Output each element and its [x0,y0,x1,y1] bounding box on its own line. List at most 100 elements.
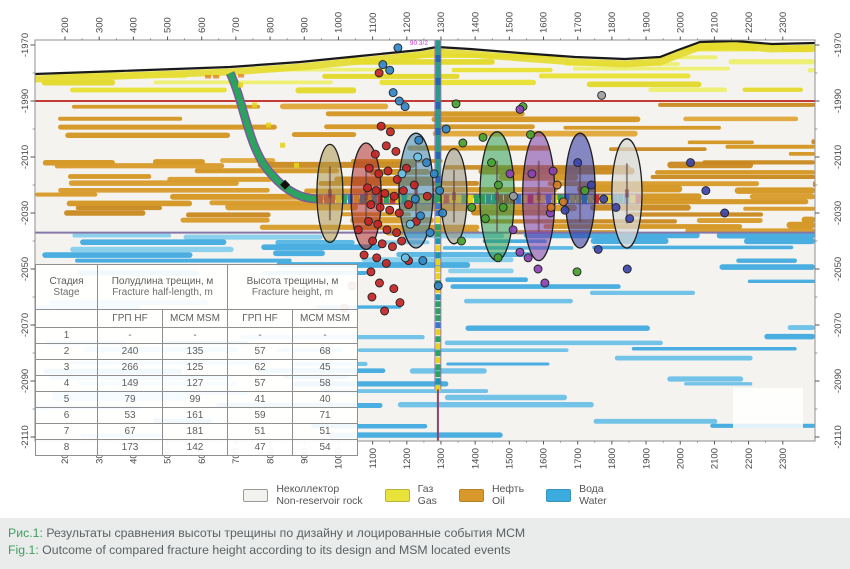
y-tick-label-right: -2030 [833,201,844,225]
table-cell-value: - [97,327,163,344]
table-cell-value: 57 [227,375,293,392]
y-tick-label-left: -1990 [20,89,31,113]
x-tick-label-top: 200 [60,17,71,33]
plot-border [34,39,816,442]
x-tick-label-top: 300 [94,17,105,33]
table-cell-stage: 5 [35,391,98,408]
x-tick-label-bottom: 1100 [368,448,379,468]
legend-label-oil: Нефть Oil [492,483,524,507]
x-tick-label-bottom: 1500 [505,448,516,469]
events-green [451,99,590,277]
gas-band-under-surface [35,42,815,83]
y-tick-label-right: -2010 [833,145,844,169]
y-tick-label-right: -1970 [833,33,844,57]
events-purple [505,104,558,288]
y-tick-label-left: -2090 [20,369,31,393]
table-cell-value: 181 [162,423,228,440]
x-tick-label-top: 1500 [505,12,516,33]
table-row: 5 79 99 41 40 [35,391,358,408]
x-tick-label-bottom: 2300 [778,448,789,469]
legend-label-ru: Неколлектор [276,483,340,495]
well-marker-diamond [280,179,291,190]
table-cell-value: 71 [292,407,358,424]
x-tick-label-top: 600 [197,17,208,33]
design-fracture-ellipses [316,131,643,262]
legend-swatch-oil [458,488,484,502]
caption-prefix-en: Fig.1: [8,542,39,557]
x-tick-label-top: 2300 [778,12,789,33]
x-tick-label-top: 1300 [436,12,447,33]
table-cell-value: 125 [162,359,228,376]
table-cell-value: - [292,327,358,344]
table-cell-stage: 3 [35,359,98,376]
legend-item-water: Вода Water [546,483,607,507]
x-tick-label-top: 800 [265,17,276,33]
legend-item-non-reservoir: Неколлектор Non-reservoir rock [243,483,363,507]
legend-label-en: Oil [491,495,505,507]
table-cell-value: 51 [292,423,358,440]
legend-label-en: Gas [417,495,437,507]
table-row: 3 266 125 62 45 [35,359,358,376]
y-tick-label-left: -2010 [20,145,31,169]
y-tick-label-left: -2070 [20,313,31,337]
table-header-stage-en: Stage [53,287,80,298]
table-subheader-1: МСМ MSM [162,309,228,328]
axis-ticks-labels: 2002003003004004005005006006007007008008… [20,12,844,469]
table-cell-value: - [162,327,228,344]
table-row: 7 67 181 51 51 [35,423,358,440]
x-tick-label-bottom: 1200 [402,448,413,469]
table-cell-value: 45 [292,359,358,376]
table-cell-value: 47 [227,439,293,456]
y-tick-label-right: -2070 [833,313,844,337]
legend-label-water: Вода Water [579,483,607,507]
table-cell-value: 79 [97,391,163,408]
caption-text-en: Outcome of compared fracture height acco… [38,542,511,557]
table-row: 8 173 142 47 54 [35,439,358,456]
legend-label-ru: Вода [579,483,604,495]
fracture-table-body: 1- - - -2 240 135 57 68 3 266 125 62 45 4 149 127 57 58 5 7… [35,327,358,456]
x-tick-label-bottom: 2100 [710,448,721,469]
table-cell-value: 68 [292,343,358,360]
table-cell-stage: 4 [35,375,98,392]
vertical-well-label: 90 3/2 [410,40,428,47]
well-entry-marks [238,74,245,78]
y-tick-label-left: -2110 [20,425,31,449]
caption-line-en: Fig.1: Outcome of compared fracture heig… [8,542,850,559]
table-cell-stage: 2 [35,343,98,360]
table-header-height-en: Fracture height, m [251,287,334,298]
caption-text-ru: Результаты сравнения высоты трещины по д… [42,526,526,540]
events-blue [378,43,451,291]
x-tick-label-top: 1800 [607,12,618,33]
x-tick-label-bottom: 1000 [334,448,345,469]
x-tick-label-top: 1700 [573,12,584,33]
legend-label-en: Non-reservoir rock [276,495,363,507]
vertical-well: 90 3/2 [410,40,442,441]
x-tick-label-top: 2100 [710,12,721,33]
table-subheader-2: ГРП HF [227,309,293,328]
y-tick-label-right: -1990 [833,89,844,113]
figure-caption: Рис.1: Результаты сравнения высоты трещи… [0,518,850,569]
table-cell-value: 149 [97,375,163,392]
table-row: 2 240 135 57 68 [35,343,358,360]
legend-swatch-non-reservoir [243,488,269,502]
x-tick-label-bottom: 2200 [744,448,755,469]
table-header-stage: Стадия Stage [35,264,98,310]
events-indigo [560,158,730,274]
events-orange [546,180,568,212]
x-tick-label-top: 500 [163,17,174,33]
table-subheader-0: ГРП HF [97,309,163,328]
x-tick-label-top: 700 [231,17,242,33]
x-tick-label-top: 1900 [641,12,652,33]
legend-label-en: Water [579,495,607,507]
table-cell-value: 58 [292,375,358,392]
table-row: 1---- [35,327,358,344]
y-tick-label-right: -2050 [833,257,844,281]
fracture-table-head: Стадия Stage Полудлина трещин, м Fractur… [35,264,358,328]
x-tick-label-bottom: 1900 [641,448,652,469]
table-cell-stage: 1 [35,327,98,344]
x-tick-label-top: 2000 [675,12,686,33]
table-cell-stage: 8 [35,439,98,456]
table-cell-value: 40 [292,391,358,408]
table-header-half-length-en: Fracture half-length, m [112,287,213,298]
x-tick-label-bottom: 1300 [436,448,447,469]
